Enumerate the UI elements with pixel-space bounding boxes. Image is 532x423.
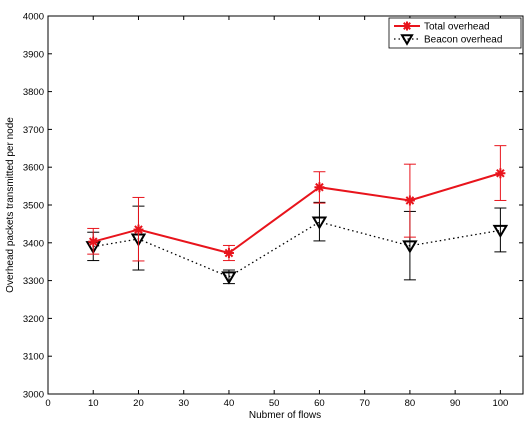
marker-stroke [496,168,505,178]
y-tick-label: 3100 [23,352,44,363]
legend-marker [402,21,412,31]
legend-label: Beacon overhead [424,35,502,46]
x-tick-label: 90 [450,398,461,409]
data-point [223,248,234,259]
y-tick-label: 3000 [23,390,44,401]
x-tick-label: 100 [492,398,508,409]
x-tick-label: 70 [359,398,370,409]
y-tick-label: 3800 [23,87,44,98]
series-layer [85,145,509,285]
y-tick-label: 3200 [23,314,44,325]
marker-stroke [224,248,234,258]
y-tick-label: 3400 [23,238,44,249]
data-point [88,236,99,247]
data-point [133,224,144,235]
x-tick-label: 50 [269,398,280,409]
x-tick-label: 80 [405,398,416,409]
marker-stroke [134,225,143,234]
marker-stroke [405,196,415,205]
x-tick-label: 60 [314,398,325,409]
marker-stroke [315,182,324,192]
y-tick-label: 3500 [23,201,44,212]
legend-label: Total overhead [424,22,490,33]
y-tick-label: 3600 [23,163,44,174]
legend-entries: Total overhead Beacon overhead [394,21,502,46]
y-tick-label: 3700 [23,125,44,136]
data-point [404,195,415,206]
data-point [492,224,509,238]
y-tick-label: 3900 [23,49,44,60]
x-axis-title: Nubmer of flows [249,410,321,421]
y-tick-label: 4000 [23,12,44,23]
legend-box [388,17,522,49]
data-point [314,182,325,193]
y-tick-label: 3300 [23,276,44,287]
y-axis-title: Overhead packets transmitted per node [5,117,16,293]
x-tick-label: 0 [45,398,50,409]
legend-marker [400,34,414,46]
legend: Total overhead Beacon overhead [388,17,522,49]
plot-area [47,15,524,395]
x-tick-label: 30 [178,398,189,409]
marker-stroke [88,237,98,246]
series-total-overhead [87,145,507,262]
data-point [221,271,237,285]
data-point [402,240,418,254]
marker-stroke [403,22,411,30]
data-point [495,168,506,179]
data-point [311,216,328,230]
x-tick-label: 10 [88,398,99,409]
series-line [92,172,501,255]
x-tick-label: 20 [133,398,144,409]
x-tick-label: 40 [224,398,235,409]
